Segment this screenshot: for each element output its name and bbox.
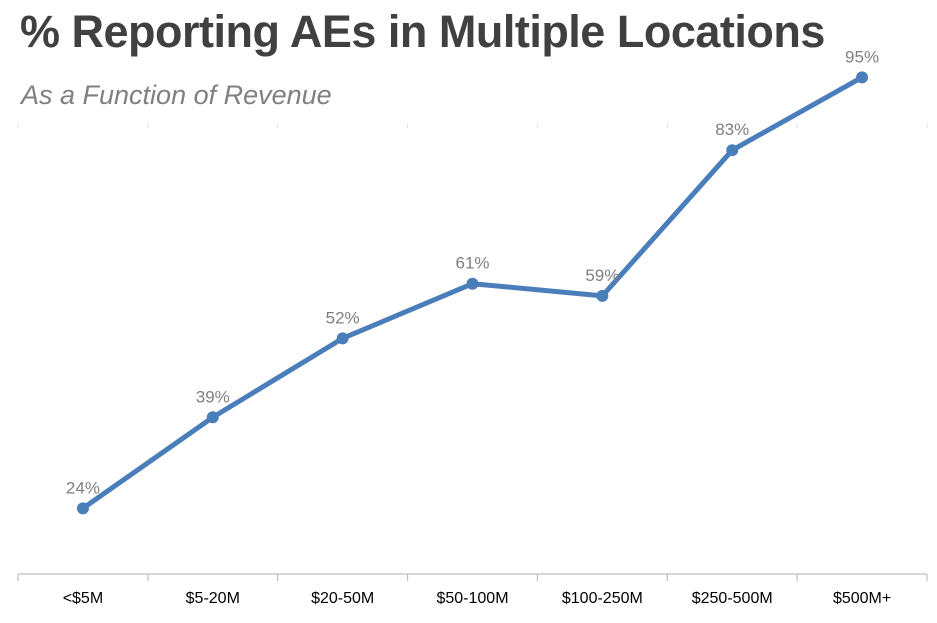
data-label: 59% — [585, 266, 619, 285]
x-tick-label: <$5M — [63, 590, 103, 607]
data-point — [76, 502, 89, 515]
data-point — [856, 71, 869, 84]
x-tick-label: $250-500M — [692, 590, 773, 607]
data-label: 52% — [326, 308, 360, 327]
data-point — [206, 411, 219, 424]
data-label: 24% — [66, 478, 100, 497]
data-point — [466, 277, 479, 290]
chart-subtitle: As a Function of Revenue — [21, 80, 332, 110]
data-point — [336, 332, 349, 345]
data-point — [596, 289, 609, 302]
x-tick-label: $500M+ — [833, 590, 891, 607]
data-label: 61% — [455, 254, 489, 273]
x-tick-label: $100-250M — [562, 590, 643, 607]
data-label: 39% — [196, 387, 230, 406]
data-point — [726, 144, 739, 157]
x-tick-label: $50-100M — [436, 590, 508, 607]
series-line — [80, 74, 865, 511]
chart-title: % Reporting AEs in Multiple Locations — [20, 6, 825, 57]
data-label: 95% — [845, 47, 879, 66]
x-tick-label: $5-20M — [186, 590, 240, 607]
data-label: 83% — [715, 120, 749, 139]
x-tick-label: $20-50M — [311, 590, 374, 607]
